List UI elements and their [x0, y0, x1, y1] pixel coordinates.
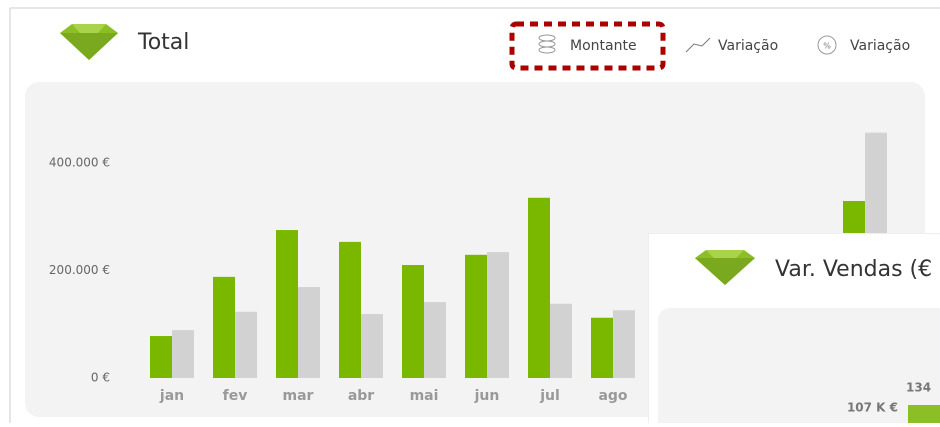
x-tick-label: abr: [348, 388, 374, 404]
bar: [550, 303, 572, 378]
line-icon: [685, 37, 711, 53]
y-tick-label: 400.000 €: [49, 155, 110, 169]
bar: [613, 310, 635, 378]
bar: [591, 317, 613, 378]
bar: [276, 230, 298, 378]
bar: [361, 313, 383, 378]
coin-icon: [538, 34, 556, 54]
bar: [235, 311, 257, 378]
x-tick-label: jun: [474, 388, 500, 404]
x-tick-label: jul: [539, 388, 560, 404]
y-tick-label: 200.000 €: [49, 263, 110, 277]
bar: [172, 330, 194, 378]
y-tick-label: 0 €: [91, 371, 110, 385]
percent-icon-text: %: [823, 42, 831, 51]
highlight-box: [509, 21, 666, 71]
x-tick-label: fev: [223, 388, 248, 404]
popup-title: Var. Vendas (€: [775, 257, 932, 282]
x-tick-label: mar: [283, 388, 314, 404]
popup: Var. Vendas (€ 107 K € 134: [648, 233, 940, 423]
header-title: Total: [137, 30, 189, 55]
bar: [339, 241, 361, 378]
popup-bar: [908, 405, 940, 423]
gem-icon: [60, 24, 118, 60]
bar: [402, 265, 424, 378]
toggle-label[interactable]: Montante: [570, 38, 637, 54]
bar: [465, 254, 487, 378]
bar: [424, 302, 446, 378]
bar-label: 134: [906, 381, 931, 395]
toggle-label[interactable]: Variação: [850, 38, 910, 54]
bar: [150, 336, 172, 378]
bar: [298, 287, 320, 378]
gem-icon: [695, 250, 755, 285]
bar: [528, 197, 550, 378]
x-tick-label: mai: [410, 388, 439, 404]
percent-icon: [817, 35, 837, 55]
bar: [487, 252, 509, 378]
popup-chart-panel: [658, 308, 940, 423]
x-tick-label: ago: [598, 388, 627, 404]
toggle-label[interactable]: Variação: [718, 38, 778, 54]
x-tick-label: jan: [159, 388, 184, 404]
bar: [213, 276, 235, 378]
value-label: 107 K €: [847, 401, 898, 415]
